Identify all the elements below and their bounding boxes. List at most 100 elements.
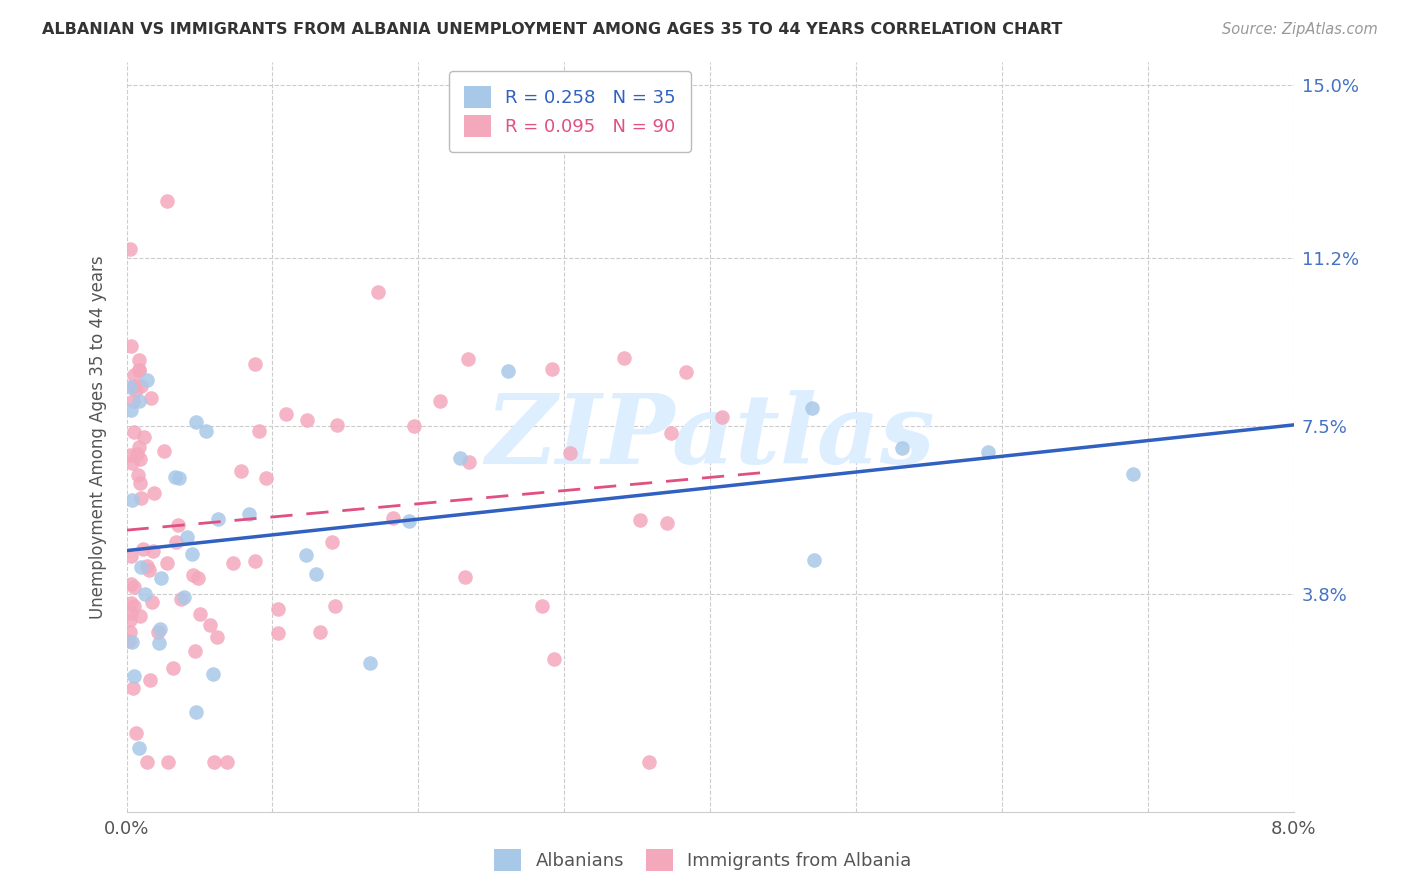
Point [141,391,163,405]
Point [121,635,143,649]
Point [803,553,825,567]
Point [124,379,146,393]
Point [120,380,142,394]
Point [558,446,581,460]
Point [1122,467,1144,481]
Point [184,705,207,719]
Point [710,410,733,425]
Point [129,491,152,505]
Point [138,563,160,577]
Point [125,447,148,461]
Point [638,755,661,769]
Point [128,740,150,755]
Point [404,418,426,433]
Point [176,530,198,544]
Point [207,512,229,526]
Point [129,608,152,623]
Point [274,408,297,422]
Point [121,681,143,696]
Point [245,357,267,371]
Point [134,430,156,444]
Point [167,518,190,533]
Point [146,625,169,640]
Point [118,613,141,627]
Point [120,402,142,417]
Point [657,516,679,530]
Point [165,470,187,484]
Y-axis label: Unemployment Among Ages 35 to 44 years: Unemployment Among Ages 35 to 44 years [89,255,107,619]
Point [127,468,149,483]
Point [541,362,564,376]
Point [543,652,565,666]
Point [496,364,519,378]
Point [184,644,207,658]
Point [128,440,150,454]
Point [613,351,636,365]
Point [429,394,451,409]
Point [326,417,349,432]
Point [128,363,150,377]
Point [891,441,914,455]
Point [184,416,207,430]
Point [367,285,389,300]
Point [118,242,141,256]
Point [254,471,277,485]
Point [120,606,142,620]
Point [181,547,204,561]
Point [124,383,146,397]
Point [156,556,179,570]
Point [153,444,176,458]
Point [149,622,172,636]
Point [630,513,652,527]
Point [267,626,290,640]
Point [148,636,170,650]
Point [204,755,226,769]
Point [169,591,191,606]
Point [977,444,1000,458]
Point [120,577,142,591]
Point [157,755,180,769]
Point [120,448,142,462]
Point [229,464,252,478]
Point [381,511,404,525]
Point [122,368,145,382]
Point [188,607,211,621]
Text: ZIPatlas: ZIPatlas [485,390,935,484]
Point [531,599,554,614]
Point [454,570,477,584]
Point [150,571,173,585]
Point [131,541,153,556]
Legend: R = 0.258   N = 35, R = 0.095   N = 90: R = 0.258 N = 35, R = 0.095 N = 90 [450,71,690,152]
Point [661,426,683,441]
Point [129,476,152,491]
Point [801,401,824,415]
Point [122,580,145,594]
Point [295,413,318,427]
Point [200,618,222,632]
Point [129,452,152,467]
Point [675,365,697,379]
Point [122,599,145,613]
Point [128,352,150,367]
Point [121,492,143,507]
Point [295,548,318,562]
Point [120,549,142,564]
Point [205,630,228,644]
Point [321,535,343,549]
Point [305,567,328,582]
Point [122,394,145,409]
Point [118,633,141,648]
Point [156,194,179,209]
Point [136,559,159,574]
Point [398,514,420,528]
Point [221,557,243,571]
Point [128,363,150,377]
Point [135,755,157,769]
Point [181,567,204,582]
Point [142,544,165,558]
Point [121,456,143,470]
Point [122,425,145,440]
Point [120,625,142,640]
Point [359,657,381,671]
Point [129,378,152,392]
